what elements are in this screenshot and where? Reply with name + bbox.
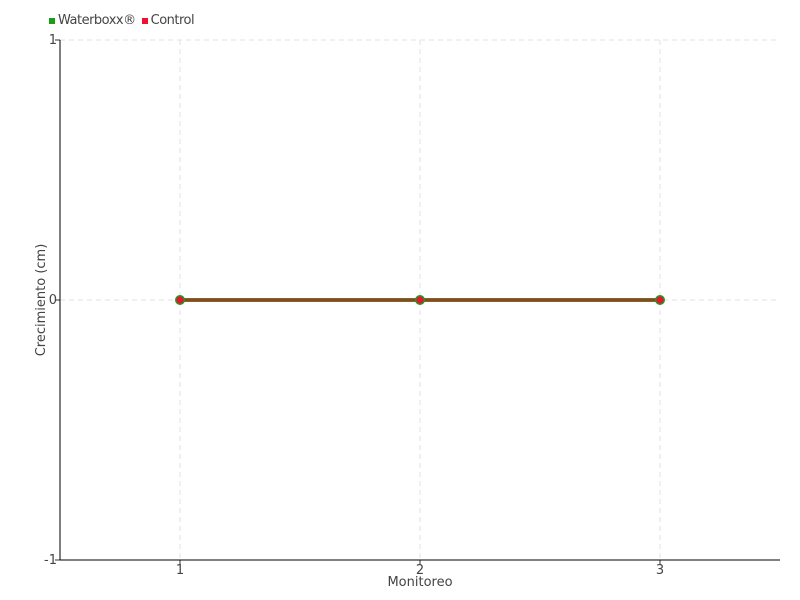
data-point-control xyxy=(656,296,664,304)
x-axis-label: Monitoreo xyxy=(387,575,452,590)
legend-swatch-control xyxy=(141,17,148,24)
legend-item-control[interactable]: Control xyxy=(141,13,195,28)
y-axis-label: Crecimiento (cm) xyxy=(34,244,49,357)
y-tick-label: 1 xyxy=(49,33,57,48)
legend-item-waterboxx[interactable]: Waterboxx® xyxy=(49,13,136,28)
x-tick-label: 3 xyxy=(656,563,664,578)
y-tick-label: -1 xyxy=(44,553,57,568)
data-point-control xyxy=(176,296,184,304)
axes: 1 2 3 1 0 -1 xyxy=(44,33,780,578)
x-tick-label: 2 xyxy=(416,563,424,578)
legend-label-control: Control xyxy=(150,13,195,28)
series xyxy=(175,295,665,305)
legend-swatch-waterboxx xyxy=(49,17,55,24)
y-tick-label: 0 xyxy=(49,293,57,308)
legend: Waterboxx® Control xyxy=(49,13,195,28)
data-point-control xyxy=(416,296,424,304)
legend-label-waterboxx: Waterboxx® xyxy=(58,13,136,28)
x-tick-label: 1 xyxy=(176,563,184,578)
